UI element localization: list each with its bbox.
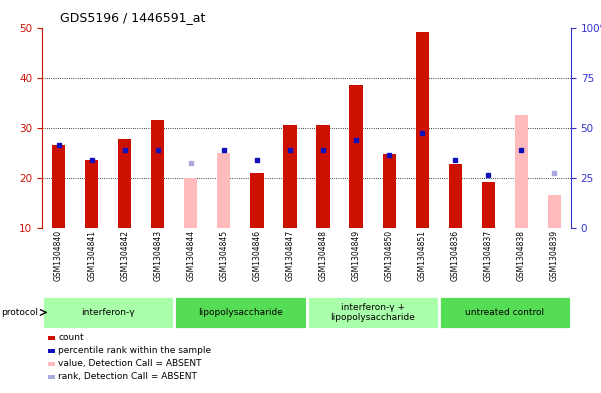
Text: GSM1304837: GSM1304837 (484, 230, 493, 281)
Bar (217, 153, 230, 228)
FancyBboxPatch shape (439, 296, 571, 329)
Text: GSM1304851: GSM1304851 (418, 230, 427, 281)
Text: GSM1304838: GSM1304838 (517, 230, 526, 281)
Bar (52, 145, 66, 228)
Text: interferon-γ: interferon-γ (81, 308, 135, 317)
Bar (416, 31, 429, 228)
Text: GSM1304842: GSM1304842 (120, 230, 129, 281)
Text: rank, Detection Call = ABSENT: rank, Detection Call = ABSENT (58, 373, 197, 381)
FancyBboxPatch shape (174, 296, 307, 329)
Bar (151, 120, 164, 228)
FancyBboxPatch shape (307, 296, 439, 329)
Bar (548, 195, 561, 228)
Text: GSM1304841: GSM1304841 (87, 230, 96, 281)
Text: interferon-γ +
lipopolysaccharide: interferon-γ + lipopolysaccharide (330, 303, 415, 322)
Bar (118, 139, 131, 228)
Bar (316, 125, 329, 228)
Text: GSM1304850: GSM1304850 (385, 230, 394, 281)
Text: percentile rank within the sample: percentile rank within the sample (58, 347, 212, 355)
Text: count: count (58, 334, 84, 342)
Bar (382, 154, 396, 228)
Text: lipopolysaccharide: lipopolysaccharide (198, 308, 283, 317)
Text: untreated control: untreated control (465, 308, 545, 317)
Bar (284, 125, 296, 228)
Text: GSM1304848: GSM1304848 (319, 230, 328, 281)
Text: GDS5196 / 1446591_at: GDS5196 / 1446591_at (60, 11, 206, 24)
Bar (250, 173, 263, 228)
Bar (482, 182, 495, 228)
FancyBboxPatch shape (42, 296, 174, 329)
Bar (85, 160, 99, 228)
Text: GSM1304844: GSM1304844 (186, 230, 195, 281)
Text: GSM1304847: GSM1304847 (285, 230, 294, 281)
Bar (514, 115, 528, 228)
Text: value, Detection Call = ABSENT: value, Detection Call = ABSENT (58, 360, 202, 368)
Text: GSM1304840: GSM1304840 (54, 230, 63, 281)
Text: GSM1304843: GSM1304843 (153, 230, 162, 281)
Bar (448, 164, 462, 228)
Bar (350, 85, 362, 228)
Text: GSM1304849: GSM1304849 (352, 230, 361, 281)
Text: GSM1304836: GSM1304836 (451, 230, 460, 281)
Text: protocol: protocol (1, 308, 38, 317)
Text: GSM1304839: GSM1304839 (550, 230, 559, 281)
Bar (184, 178, 197, 228)
Text: GSM1304845: GSM1304845 (219, 230, 228, 281)
Text: GSM1304846: GSM1304846 (252, 230, 261, 281)
